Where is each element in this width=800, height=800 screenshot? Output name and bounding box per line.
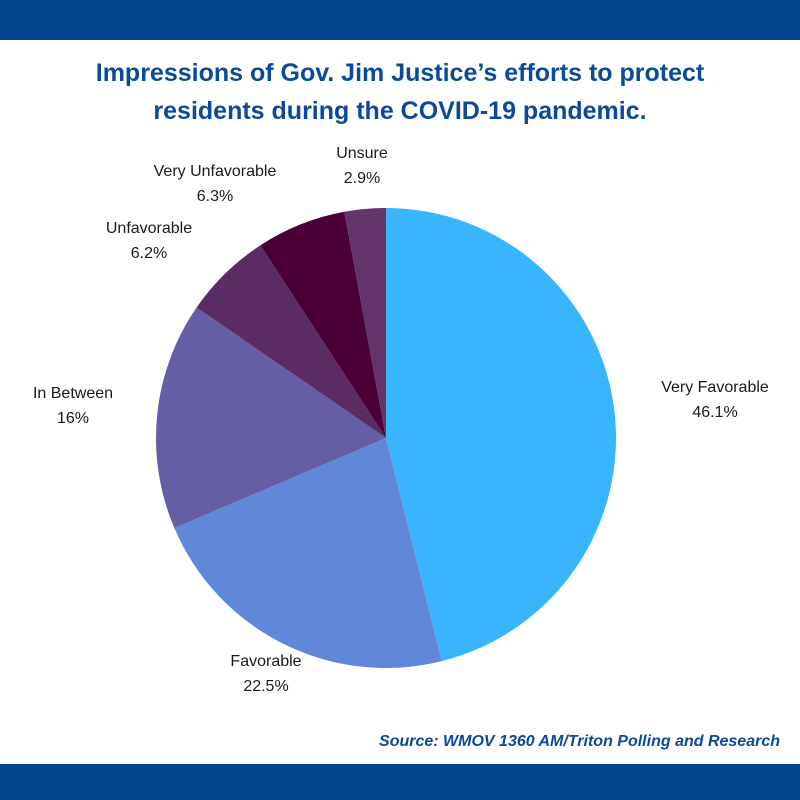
slice-label-very-favorable: Very Favorable (661, 379, 769, 396)
chart-title: Impressions of Gov. Jim Justice’s effort… (20, 54, 780, 130)
slice-value-very-favorable: 46.1% (692, 404, 737, 421)
slice-label-very-unfavorable: Very Unfavorable (154, 163, 277, 180)
slice-label-in-between: In Between (33, 385, 113, 402)
slice-label-unfavorable: Unfavorable (106, 220, 192, 237)
slice-label-unsure: Unsure (336, 145, 388, 162)
pie-slice-in-between (156, 307, 386, 529)
chart-title-line-2: residents during the COVID-19 pandemic. (153, 97, 647, 125)
slice-value-unsure: 2.9% (344, 170, 380, 187)
slice-value-in-between: 16% (57, 410, 89, 427)
slice-label-favorable: Favorable (230, 653, 301, 670)
pie-slice-unfavorable (196, 245, 386, 438)
slice-value-favorable: 22.5% (243, 678, 288, 695)
pie-slice-very-unfavorable (260, 211, 386, 438)
chart-title-line-1: Impressions of Gov. Jim Justice’s effort… (95, 59, 705, 87)
pie-slice-unsure (344, 208, 386, 438)
pie-slice-favorable (174, 438, 442, 668)
slice-value-very-unfavorable: 6.3% (197, 188, 233, 205)
bottom-banner (0, 764, 800, 800)
slice-value-unfavorable: 6.2% (131, 245, 167, 262)
source-note: Source: WMOV 1360 AM/Triton Polling and … (379, 733, 780, 750)
top-banner (0, 0, 800, 40)
pie-slice-very-favorable (386, 208, 616, 662)
